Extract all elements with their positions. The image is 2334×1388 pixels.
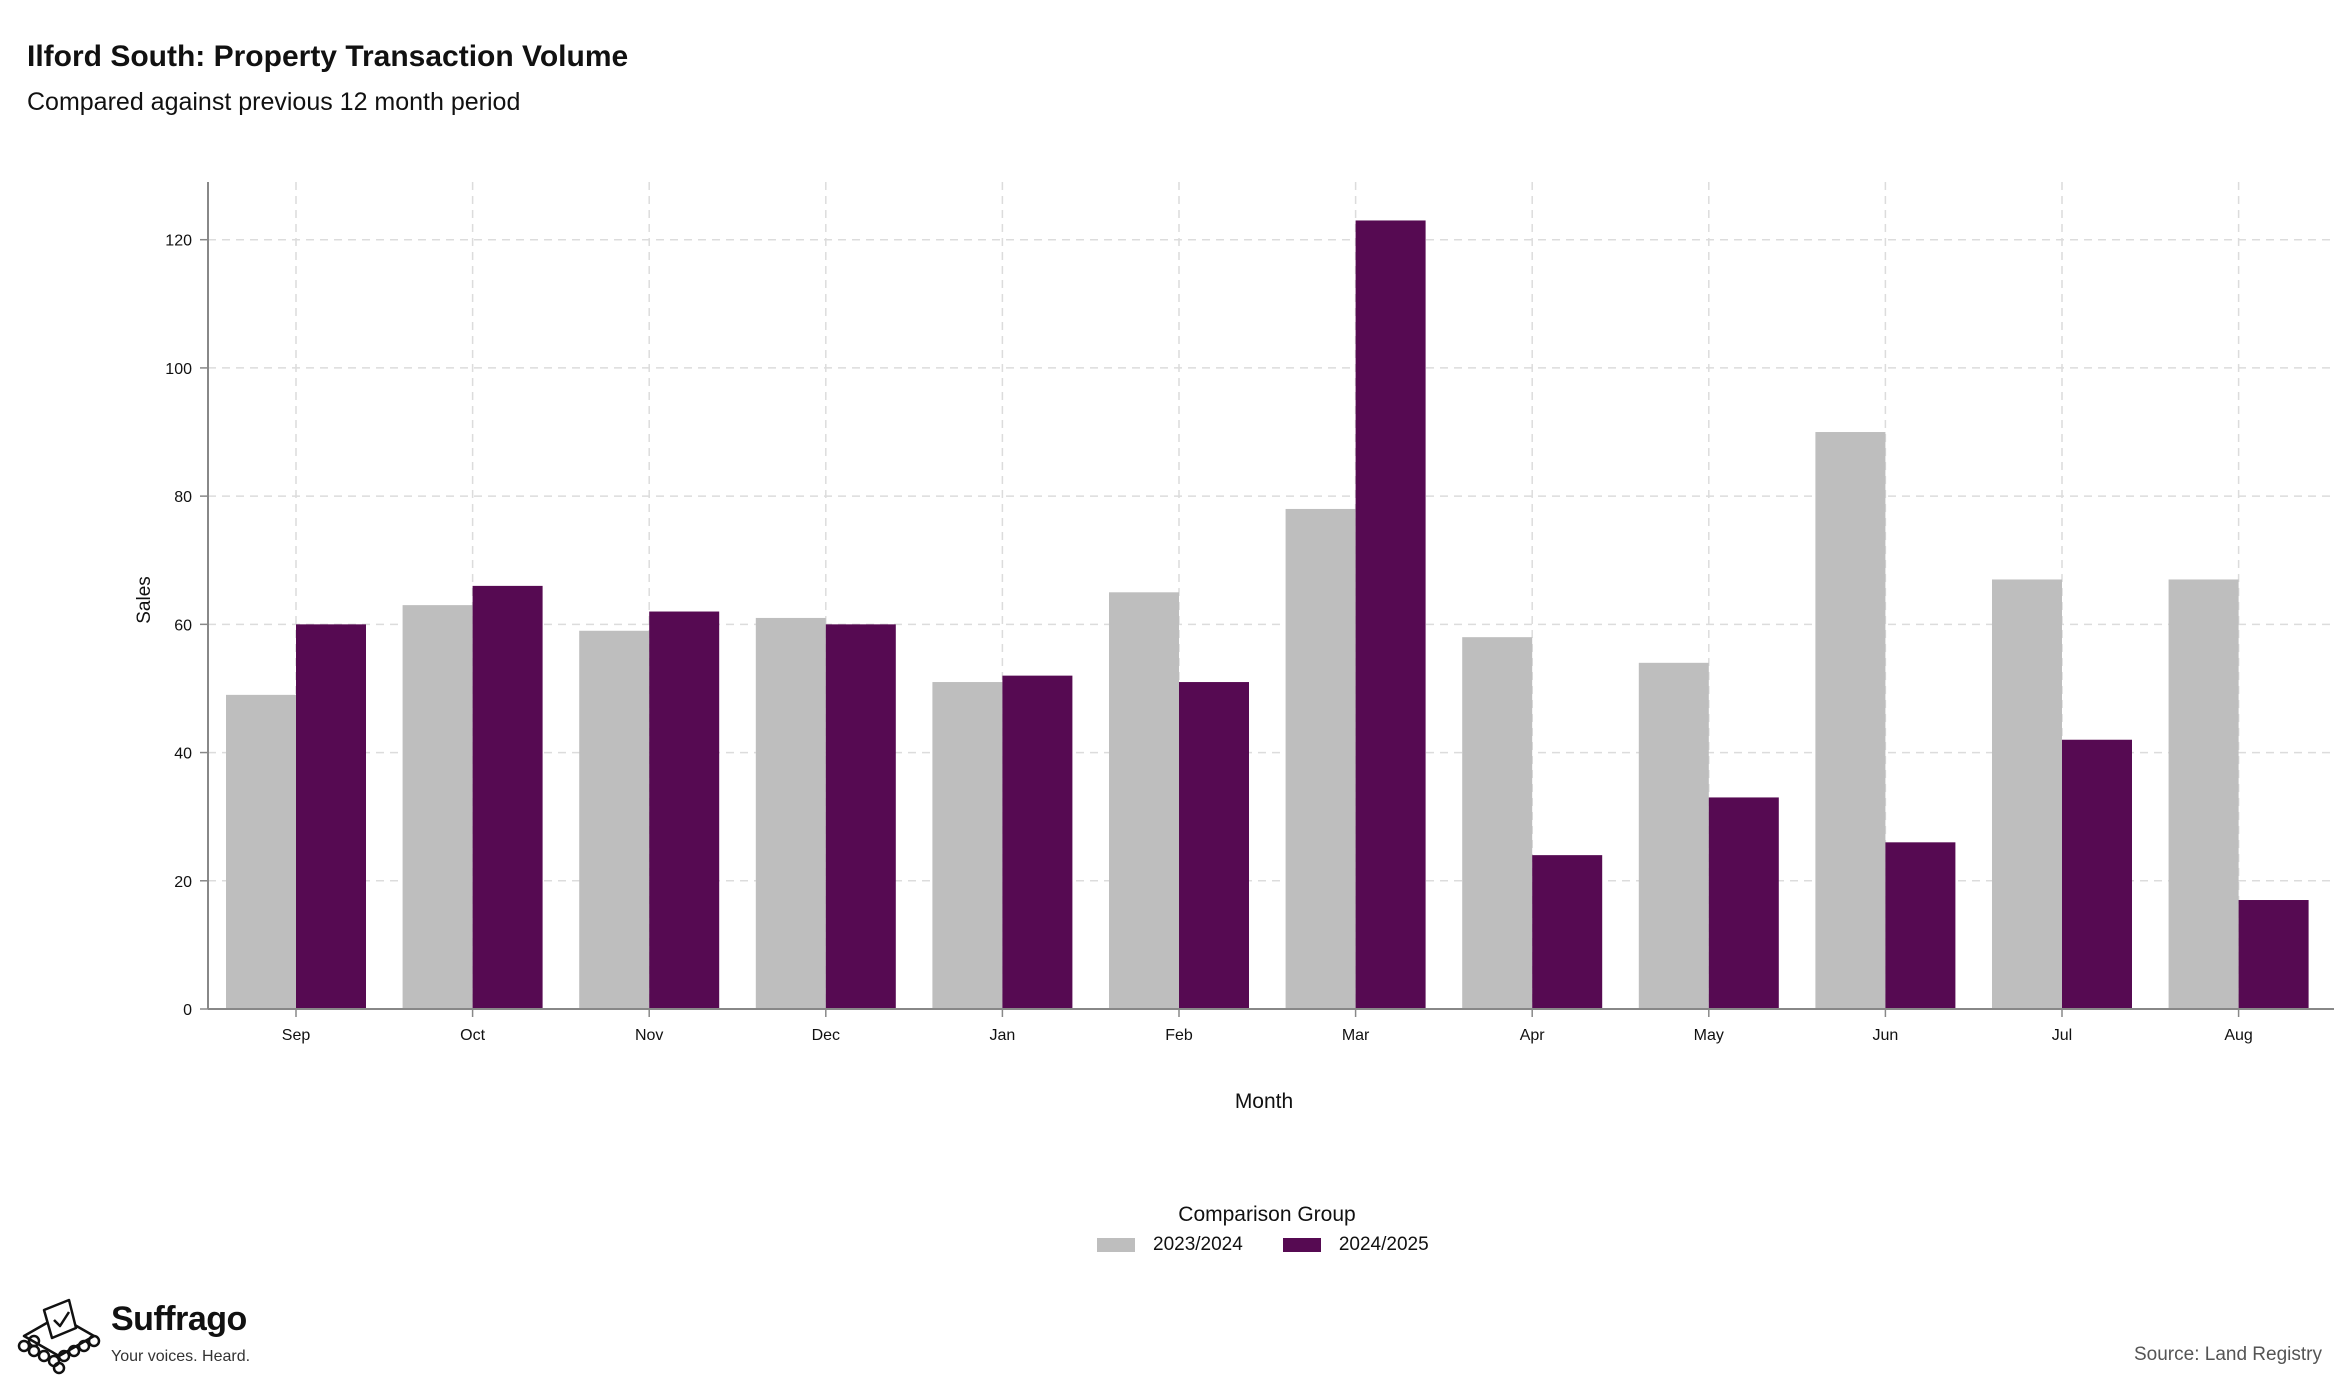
x-axis-label: Month <box>1235 1090 1293 1113</box>
brand-tagline: Your voices. Heard. <box>111 1348 251 1365</box>
legend-label-2023-2024: 2023/2024 <box>1153 1234 1243 1255</box>
bar-2024-2025-jul <box>2062 739 2132 1009</box>
bar-2024-2025-oct <box>472 585 543 1009</box>
bar-2024-2025-apr <box>1532 855 1603 1009</box>
bar-2023-2024-aug <box>2168 579 2239 1009</box>
y-tick-label: 80 <box>174 489 192 506</box>
bars <box>226 220 2309 1010</box>
x-tick-label: Jun <box>1873 1027 1899 1044</box>
x-tick-label: Jul <box>2052 1027 2072 1044</box>
x-tick-label: Feb <box>1165 1027 1193 1044</box>
bar-2023-2024-jun <box>1815 432 1886 1009</box>
x-tick-label: May <box>1694 1027 1724 1044</box>
legend-label-2024-2025: 2024/2025 <box>1338 1234 1429 1255</box>
x-tick-label: Oct <box>460 1027 485 1044</box>
x-tick-label: Nov <box>635 1027 663 1044</box>
bar-2023-2024-mar <box>1285 508 1356 1009</box>
x-tick-label: Jan <box>990 1027 1016 1044</box>
brand-name: Suffrago <box>111 1300 247 1338</box>
legend-item-2023-2024: 2023/2024 <box>1097 1234 1243 1256</box>
y-axis-label: Sales <box>134 576 155 624</box>
bar-2024-2025-dec <box>825 624 896 1009</box>
y-tick-label: 20 <box>174 874 192 891</box>
legend-swatch-2023-2024 <box>1097 1238 1135 1252</box>
bar-chart: 0 20 40 60 80 100 120 Sep Oct Nov Dec Jan Feb Mar Apr M… <box>134 182 2334 1113</box>
y-tick-label: 100 <box>165 361 192 378</box>
bar-2023-2024-sep <box>226 694 296 1009</box>
bar-2024-2025-jan <box>1002 675 1073 1009</box>
bar-2023-2024-nov <box>579 630 650 1009</box>
legend: 2023/2024 2024/2025 <box>1097 1234 1469 1256</box>
legend-swatch-2024-2025 <box>1282 1238 1321 1252</box>
x-tick-label: Mar <box>1342 1027 1370 1044</box>
y-tick-label: 60 <box>174 617 192 634</box>
bar-2024-2025-feb <box>1179 682 1249 1009</box>
bar-2023-2024-jul <box>1992 579 2062 1009</box>
chart-title: Ilford South: Property Transaction Volum… <box>27 40 629 73</box>
chart-subtitle: Compared against previous 12 month perio… <box>27 88 521 116</box>
bar-2023-2024-feb <box>1109 592 1179 1009</box>
bar-2024-2025-mar <box>1355 220 1426 1010</box>
bar-2024-2025-sep <box>296 624 366 1009</box>
y-tick-label: 40 <box>174 746 192 763</box>
x-tick-label: Aug <box>2224 1027 2252 1044</box>
ballot-box-icon <box>17 1298 101 1375</box>
x-tick-label: Dec <box>812 1027 840 1044</box>
bar-2024-2025-aug <box>2238 900 2309 1009</box>
bar-2023-2024-oct <box>402 605 473 1009</box>
bar-2024-2025-nov <box>649 611 720 1009</box>
bar-2024-2025-jun <box>1885 842 1956 1009</box>
axes: 0 20 40 60 80 100 120 Sep Oct Nov Dec Jan Feb Mar Apr M… <box>165 182 2334 1044</box>
bar-2023-2024-apr <box>1462 637 1533 1009</box>
legend-title: Comparison Group <box>1178 1203 1356 1226</box>
legend-item-2024-2025: 2024/2025 <box>1282 1234 1429 1256</box>
y-tick-label: 120 <box>165 233 192 250</box>
y-tick-label: 0 <box>183 1002 192 1019</box>
x-tick-label: Apr <box>1520 1027 1546 1044</box>
source-note: Source: Land Registry <box>2134 1344 2322 1365</box>
x-tick-label: Sep <box>282 1027 311 1044</box>
bar-2023-2024-dec <box>755 617 826 1009</box>
bar-2023-2024-may <box>1638 662 1709 1009</box>
bar-2024-2025-may <box>1708 797 1779 1009</box>
bar-2023-2024-jan <box>932 682 1003 1009</box>
